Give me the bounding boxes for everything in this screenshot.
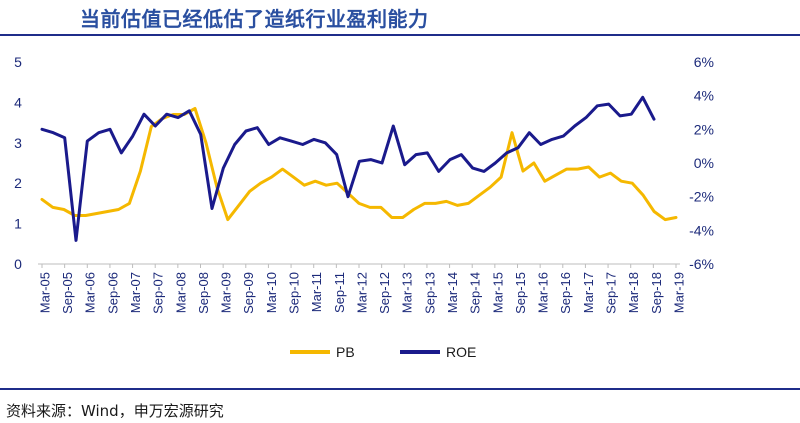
right-tick-label: 4% [694, 88, 714, 104]
x-tick-label: Mar-11 [309, 272, 324, 312]
right-tick-label: 2% [694, 121, 714, 137]
left-tick-label: 3 [14, 135, 22, 151]
right-axis-ticks: -6% -4% -2% 0% 2% 4% 6% [689, 54, 714, 272]
legend-label-roe: ROE [446, 344, 476, 360]
x-tick-label: Sep-10 [287, 272, 302, 314]
source-divider [0, 388, 800, 390]
x-tick-label: Mar-14 [445, 272, 460, 313]
series-lines [40, 95, 678, 242]
x-tick-label: Sep-08 [196, 272, 211, 314]
x-tick-label: Sep-14 [468, 272, 483, 314]
title-divider [0, 34, 800, 36]
left-axis-ticks: 0 1 2 3 4 5 [14, 54, 22, 272]
x-tick-label: Sep-07 [151, 272, 166, 314]
series-line-roe [40, 95, 656, 242]
right-tick-label: -6% [689, 256, 714, 272]
series-line-pb [40, 107, 678, 222]
x-tick-label: Mar-07 [128, 272, 143, 313]
x-tick-label: Sep-09 [241, 272, 256, 314]
x-tick-label: Sep-15 [513, 272, 528, 314]
left-tick-label: 4 [14, 94, 22, 110]
chart-title: 当前估值已经低估了造纸行业盈利能力 [80, 7, 429, 31]
x-tick-label: Mar-08 [173, 272, 188, 313]
legend-label-pb: PB [336, 344, 355, 360]
left-tick-label: 5 [14, 54, 22, 70]
left-tick-label: 0 [14, 256, 22, 272]
x-tick-label: Mar-06 [83, 272, 98, 313]
x-tick-label: Mar-18 [626, 272, 641, 313]
right-tick-label: 0% [694, 155, 714, 171]
x-tick-label: Sep-12 [377, 272, 392, 314]
x-tick-label: Mar-05 [37, 272, 52, 313]
right-tick-label: 6% [694, 54, 714, 70]
left-tick-label: 2 [14, 175, 22, 191]
source-note: 资料来源：Wind，申万宏源研究 [6, 402, 224, 420]
x-tick-label: Mar-19 [671, 272, 686, 313]
x-tick-label: Sep-16 [558, 272, 573, 314]
x-tick-label: Sep-05 [60, 272, 75, 314]
x-tick-label: Mar-13 [400, 272, 415, 313]
left-tick-label: 1 [14, 216, 22, 232]
x-tick-label: Mar-10 [264, 272, 279, 313]
x-axis-ticks: Mar-05 Sep-05 Mar-06 Sep-06 Mar-07 Sep-07 Mar-… [37, 264, 686, 314]
x-tick-label: Mar-17 [581, 272, 596, 313]
x-tick-label: Sep-17 [604, 272, 619, 314]
right-tick-label: -4% [689, 222, 714, 238]
x-tick-label: Mar-09 [219, 272, 234, 313]
x-tick-label: Mar-15 [490, 272, 505, 313]
x-tick-label: Mar-12 [354, 272, 369, 313]
x-tick-label: Sep-06 [105, 272, 120, 314]
right-tick-label: -2% [689, 189, 714, 205]
x-tick-label: Sep-11 [332, 272, 347, 313]
x-tick-label: Sep-13 [422, 272, 437, 314]
x-tick-label: Sep-18 [649, 272, 664, 314]
legend: PB ROE [290, 344, 476, 360]
x-tick-label: Mar-16 [536, 272, 551, 313]
